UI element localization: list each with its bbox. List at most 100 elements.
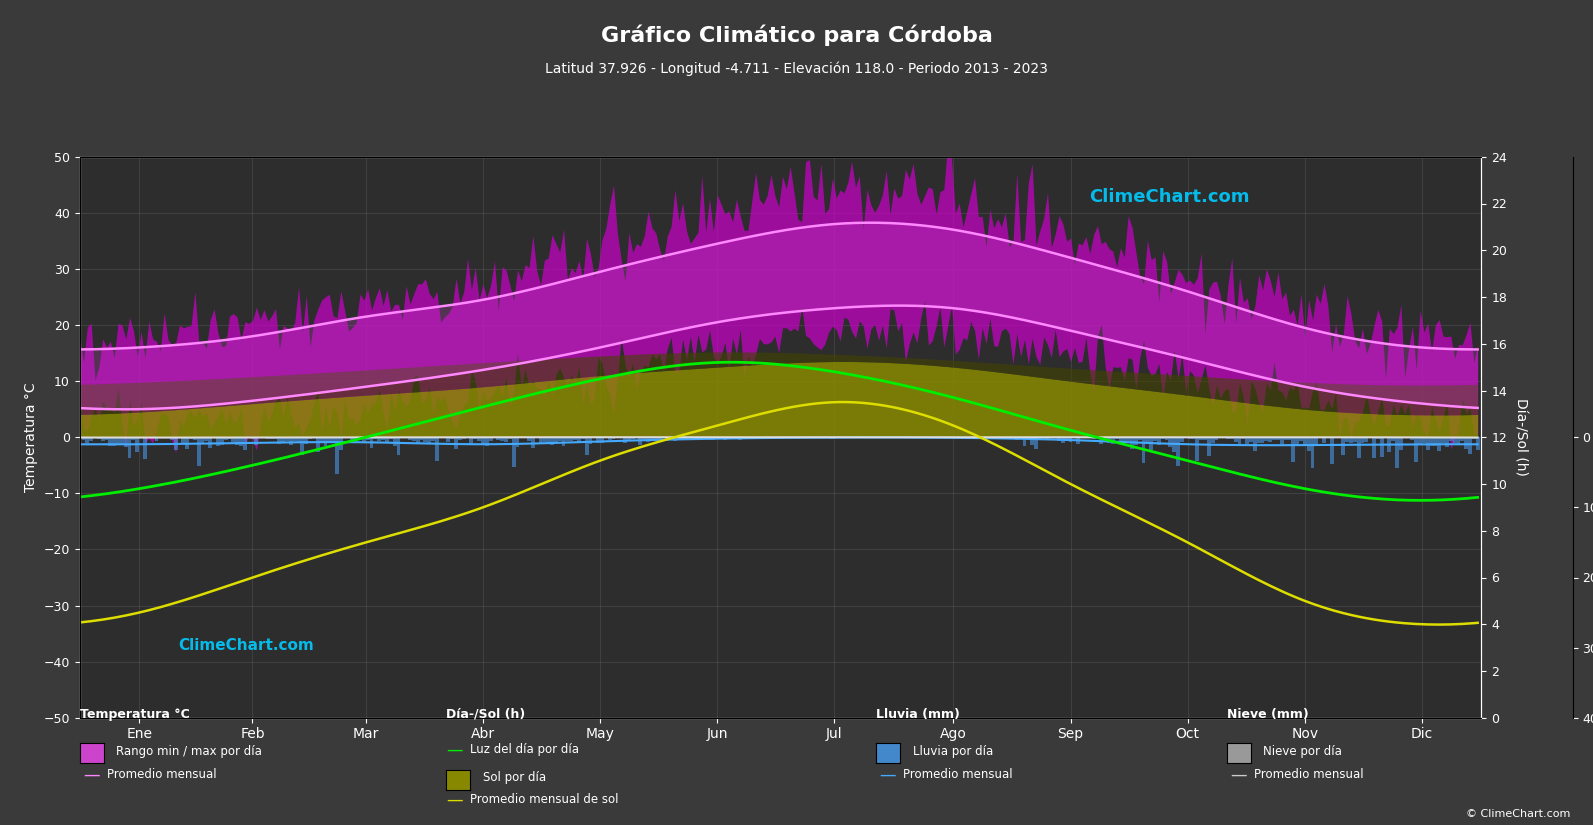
Bar <box>1254 437 1257 451</box>
Text: Luz del día por día: Luz del día por día <box>470 743 578 757</box>
Bar <box>623 437 628 443</box>
Bar <box>558 437 562 441</box>
Bar <box>236 437 239 446</box>
Bar <box>977 437 980 438</box>
Bar <box>285 437 288 441</box>
Text: —: — <box>446 741 462 759</box>
Bar <box>462 437 465 439</box>
Bar <box>174 437 177 450</box>
Bar <box>1456 437 1461 444</box>
Bar <box>669 437 672 440</box>
Bar <box>1129 437 1134 449</box>
Bar <box>432 437 435 441</box>
Bar <box>217 437 220 446</box>
Bar <box>89 437 92 441</box>
Bar <box>465 437 470 439</box>
Bar <box>677 437 680 439</box>
Bar <box>378 437 381 441</box>
Bar <box>427 437 432 444</box>
Bar <box>609 437 612 440</box>
Bar <box>293 437 296 441</box>
Bar <box>1058 437 1061 441</box>
Bar <box>1064 437 1069 440</box>
Bar <box>143 437 147 459</box>
Bar <box>124 437 127 447</box>
Bar <box>1214 437 1219 441</box>
Bar <box>1284 437 1287 441</box>
Bar <box>446 437 451 442</box>
Bar <box>1246 437 1249 444</box>
Bar <box>1227 437 1230 439</box>
Bar <box>1434 437 1437 446</box>
Bar <box>419 437 424 440</box>
Bar <box>653 437 658 439</box>
Bar <box>707 437 712 441</box>
Bar <box>1322 437 1325 443</box>
Bar <box>92 437 97 438</box>
Bar <box>1249 437 1254 441</box>
Bar <box>696 437 699 439</box>
Bar <box>239 437 242 446</box>
Bar <box>478 437 481 441</box>
Bar <box>1273 437 1276 440</box>
Bar <box>661 437 666 438</box>
Text: Promedio mensual: Promedio mensual <box>107 768 217 781</box>
Bar <box>304 437 307 445</box>
Bar <box>816 437 819 438</box>
Bar <box>1445 437 1450 446</box>
Bar <box>277 437 282 444</box>
Bar <box>198 437 201 465</box>
Bar <box>1311 437 1314 469</box>
Bar <box>647 437 650 442</box>
Bar <box>1015 437 1018 440</box>
Bar <box>577 437 581 443</box>
Bar <box>1475 437 1480 450</box>
Bar <box>965 437 969 439</box>
Bar <box>247 437 250 438</box>
Text: ClimeChart.com: ClimeChart.com <box>178 639 314 653</box>
Bar <box>201 437 204 444</box>
Bar <box>1287 437 1292 441</box>
Bar <box>190 437 193 439</box>
Bar <box>81 437 86 440</box>
Bar <box>443 437 446 438</box>
Bar <box>193 437 198 440</box>
Bar <box>573 437 577 441</box>
Bar <box>250 437 255 439</box>
Bar <box>1118 437 1123 444</box>
Bar <box>1257 437 1260 443</box>
Bar <box>731 437 734 439</box>
Text: Rango min / max por día: Rango min / max por día <box>116 745 263 758</box>
Bar <box>1352 437 1357 442</box>
Bar <box>435 437 438 461</box>
Bar <box>1149 437 1153 450</box>
Bar <box>1107 437 1110 443</box>
Bar <box>223 437 228 440</box>
Bar <box>335 437 339 474</box>
Bar <box>373 437 378 440</box>
Bar <box>566 437 569 441</box>
Bar <box>1110 437 1115 444</box>
Bar <box>601 437 604 443</box>
Bar <box>1061 437 1064 443</box>
Bar <box>100 437 105 441</box>
Bar <box>170 437 174 440</box>
Bar <box>1050 437 1053 438</box>
Bar <box>1039 437 1042 438</box>
Bar <box>331 437 335 441</box>
Bar <box>354 437 358 440</box>
Bar <box>1157 437 1161 445</box>
Bar <box>761 437 765 440</box>
Bar <box>1303 437 1306 446</box>
Bar <box>307 437 312 439</box>
Bar <box>269 437 274 439</box>
Bar <box>1298 437 1303 441</box>
Bar <box>127 437 132 458</box>
Bar <box>1276 437 1279 440</box>
Bar <box>1069 437 1072 442</box>
Bar <box>288 437 293 445</box>
Bar <box>108 437 112 446</box>
Bar <box>92 437 97 438</box>
Bar <box>1164 437 1169 440</box>
Bar <box>296 437 301 443</box>
